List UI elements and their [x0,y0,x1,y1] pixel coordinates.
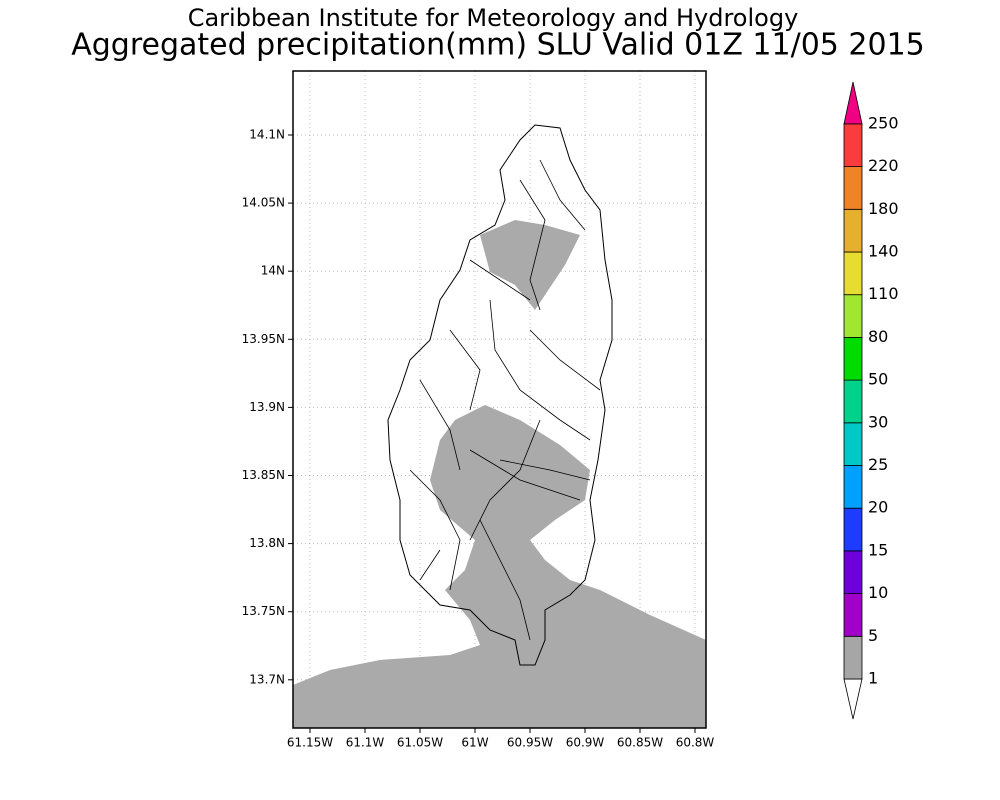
colorbar-box [843,294,863,338]
lon-tick-label: 60.8W [676,736,715,750]
coastline [387,124,613,666]
colorbar-label: 140 [868,242,899,261]
colorbar-label: 180 [868,199,899,218]
lat-tick-label: 13.9N [249,400,285,414]
colorbar-label: 1 [868,669,878,688]
colorbar-box [843,422,863,466]
colorbar-box [843,379,863,424]
island [387,124,613,666]
colorbar-label: 20 [868,498,888,517]
colorbar-label: 30 [868,412,888,431]
colorbar-label: 220 [868,156,899,175]
colorbar-label: 110 [868,284,899,303]
lat-tick-label: 13.7N [249,672,285,686]
colorbar-box [843,550,863,595]
precip-area [293,405,706,728]
lon-tick-label: 61.15W [287,736,333,750]
colorbar-label: 15 [868,540,888,559]
colorbar-triangle [843,81,863,125]
colorbar-box [843,208,863,253]
subtitle: Aggregated precipitation(mm) SLU Valid 0… [71,28,925,63]
lat-tick-label: 14.05N [242,196,285,210]
colorbar-box [843,593,863,637]
lon-tick-label: 60.85W [617,736,663,750]
lon-tick-label: 60.9W [566,736,605,750]
lat-tick-label: 13.85N [242,468,285,482]
colorbar-box [843,465,863,509]
colorbar-box [843,251,863,296]
lon-tick-label: 61.05W [397,736,443,750]
precip-areas [293,220,706,728]
axis-ticks: 14.1N 14.05N 14N 13.95N 13.9N 13.85N 13.8N 13.7… [242,128,715,750]
colorbar-box [843,635,863,680]
colorbar-box [843,336,863,381]
lon-tick-label: 61W [461,736,488,750]
colorbar-box [843,123,863,168]
colorbar-box [843,507,863,552]
precip-area [480,220,580,310]
colorbar-label: 50 [868,370,888,389]
rivers [409,159,601,641]
colorbar-label: 5 [868,626,878,645]
map-frame [292,70,707,729]
lat-tick-label: 14N [261,264,285,278]
colorbar-label: 250 [868,113,899,132]
lat-tick-label: 14.1N [249,128,285,142]
lat-tick-label: 13.95N [242,332,285,346]
title: Caribbean Institute for Meteorology and … [188,4,799,32]
colorbar-box [843,166,863,210]
colorbar-label: 10 [868,583,888,602]
lat-tick-label: 13.75N [242,604,285,618]
colorbar-label: 25 [868,455,888,474]
colorbar-label: 80 [868,327,888,346]
lat-tick-label: 13.8N [249,536,285,550]
lon-tick-label: 61.1W [346,736,385,750]
lon-tick-label: 60.95W [507,736,553,750]
